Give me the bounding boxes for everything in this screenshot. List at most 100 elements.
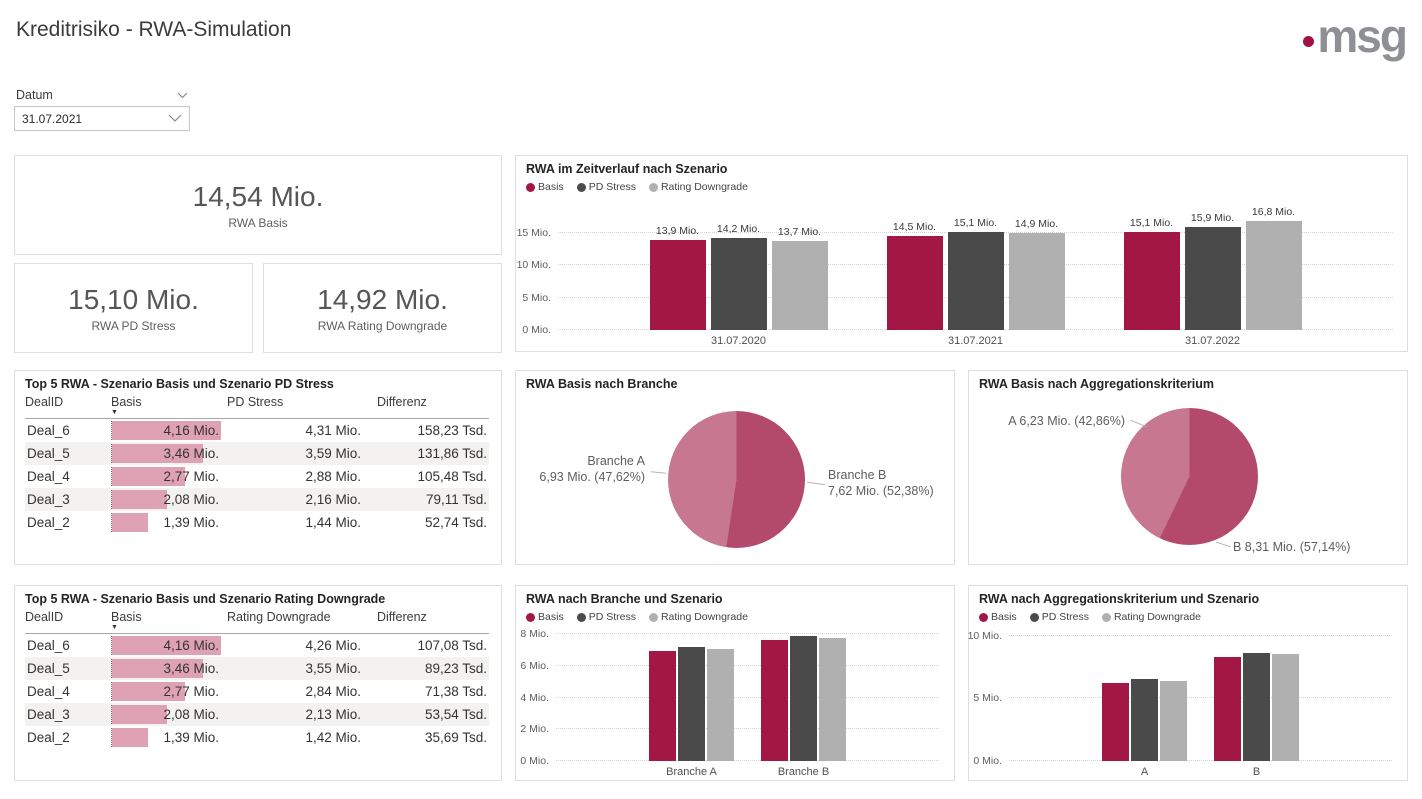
datum-dropdown-value: 31.07.2021	[22, 111, 83, 126]
cell-basis: 1,39 Mio.	[111, 511, 227, 534]
cell-scenario-value: 3,59 Mio.	[305, 446, 361, 461]
cell-differenz-value: 35,69 Tsd.	[424, 730, 487, 745]
table-row[interactable]: Deal_2 1,39 Mio. 1,44 Mio. 52,74 Tsd.	[25, 511, 489, 534]
page-title: Kreditrisiko - RWA-Simulation	[16, 18, 292, 41]
bar-group-branche-a: Branche A	[649, 628, 734, 778]
cell-differenz-value: 107,08 Tsd.	[417, 638, 487, 653]
cell-dealid: Deal_3	[27, 707, 70, 722]
bar-groups: 13,9 Mio. 14,2 Mio. 13,7 Mio. 31.07.2020 14,…	[558, 206, 1393, 347]
kpi-card-rwa-basis: 14,54 Mio. RWA Basis	[14, 155, 502, 255]
legend-label: PD Stress	[588, 181, 636, 193]
cell-basis: 2,08 Mio.	[111, 703, 227, 726]
bar-pd-stress[interactable]	[1243, 653, 1270, 761]
column-header-differenz[interactable]: Differenz	[377, 610, 427, 624]
bar-pd-stress[interactable]	[678, 647, 705, 761]
gridline	[1009, 697, 1392, 699]
databar	[112, 728, 149, 747]
bar-basis[interactable]: 14,5 Mio.	[886, 221, 943, 330]
cell-basis-value: 2,77 Mio.	[163, 684, 219, 699]
cell-differenz-value: 105,48 Tsd.	[417, 469, 487, 484]
column-header-dealid[interactable]: DealID	[25, 395, 64, 409]
bar-rating-downgrade[interactable]	[1160, 680, 1187, 761]
bar-basis[interactable]	[761, 640, 788, 761]
column-header-rating-downgrade[interactable]: Rating Downgrade	[227, 610, 331, 624]
legend-item-pd-stress[interactable]: PD Stress	[1029, 611, 1089, 623]
cell-dealid: Deal_3	[27, 492, 70, 507]
gridline	[1009, 634, 1392, 636]
sort-descending-icon: ▼	[111, 409, 118, 416]
kpi-label: RWA PD Stress	[91, 318, 176, 333]
cell-basis: 2,08 Mio.	[111, 488, 227, 511]
legend-dot-icon	[576, 182, 586, 192]
bar-basis[interactable]	[649, 651, 676, 761]
table-row[interactable]: Deal_6 4,16 Mio. 4,31 Mio. 158,23 Tsd.	[25, 419, 489, 442]
legend-item-rating-downgrade[interactable]: Rating Downgrade	[648, 611, 748, 623]
bar-rating-downgrade[interactable]	[819, 637, 846, 761]
pie-chart-branche[interactable]	[668, 411, 805, 548]
bar-basis[interactable]	[1102, 682, 1129, 761]
panel-rwa-branche-szenario: RWA nach Branche und Szenario Basis PD St…	[515, 585, 955, 781]
table-title: Top 5 RWA - Szenario Basis und Szenario …	[25, 592, 386, 606]
column-header-differenz[interactable]: Differenz	[377, 395, 427, 409]
cell-basis: 3,46 Mio.	[111, 442, 227, 465]
bar-chart-zeitverlauf: 0 Mio. 5 Mio. 10 Mio. 15 Mio. 13,9 Mio. 14,2 …	[517, 206, 1393, 347]
table-row[interactable]: Deal_5 3,46 Mio. 3,55 Mio. 89,23 Tsd.	[25, 657, 489, 680]
cell-dealid: Deal_5	[27, 446, 70, 461]
leader-line	[650, 471, 667, 474]
legend-item-rating-downgrade[interactable]: Rating Downgrade	[1101, 611, 1201, 623]
legend-item-rating-downgrade[interactable]: Rating Downgrade	[648, 181, 748, 193]
bar-pd-stress[interactable]: 15,1 Mio.	[947, 217, 1004, 330]
table-row[interactable]: Deal_5 3,46 Mio. 3,59 Mio. 131,86 Tsd.	[25, 442, 489, 465]
cell-dealid: Deal_2	[27, 515, 70, 530]
bar-group-31.07.2021: 14,5 Mio. 15,1 Mio. 14,9 Mio. 31.07.2021	[886, 213, 1065, 347]
legend-dot-icon	[979, 612, 988, 622]
bar-basis[interactable]	[1214, 656, 1241, 761]
y-axis-tick-label: 5 Mio.	[973, 692, 1002, 705]
cell-dealid: Deal_6	[27, 638, 70, 653]
chevron-down-icon[interactable]	[177, 92, 188, 99]
bar-value-label: 13,9 Mio.	[655, 224, 700, 237]
datum-dropdown[interactable]: 31.07.2021	[14, 106, 190, 131]
x-axis-category-label: 31.07.2022	[1184, 335, 1241, 347]
bar-rating-downgrade[interactable]: 14,9 Mio.	[1008, 218, 1065, 330]
panel-rwa-basis-aggregation: RWA Basis nach Aggregationskriterium A 6…	[968, 370, 1408, 565]
bar-pd-stress[interactable]	[790, 635, 817, 761]
legend-label: Rating Downgrade	[660, 181, 748, 193]
table-row[interactable]: Deal_4 2,77 Mio. 2,88 Mio. 105,48 Tsd.	[25, 465, 489, 488]
legend-item-basis[interactable]: Basis	[526, 611, 564, 623]
pie-chart-aggregation[interactable]	[1121, 408, 1258, 545]
databar	[112, 682, 185, 701]
legend-item-pd-stress[interactable]: PD Stress	[576, 181, 636, 193]
cell-scenario-value: 2,13 Mio.	[305, 707, 361, 722]
bar-pd-stress[interactable]: 14,2 Mio.	[710, 223, 767, 330]
pie-label-branche-a: Branche A 6,93 Mio. (47,62%)	[539, 454, 645, 484]
kpi-card-rwa-pd-stress: 15,10 Mio. RWA PD Stress	[14, 263, 253, 353]
databar-track	[111, 728, 221, 747]
column-header-basis[interactable]: Basis ▼	[111, 610, 227, 631]
legend-dot-icon	[526, 612, 535, 622]
table-row[interactable]: Deal_6 4,16 Mio. 4,26 Mio. 107,08 Tsd.	[25, 634, 489, 657]
panel-rwa-aggregation-szenario: RWA nach Aggregationskriterium und Szena…	[968, 585, 1408, 781]
bar-pd-stress[interactable]	[1131, 679, 1158, 761]
table-row[interactable]: Deal_3 2,08 Mio. 2,16 Mio. 79,11 Tsd.	[25, 488, 489, 511]
legend-item-basis[interactable]: Basis	[526, 181, 564, 193]
panel-rwa-basis-branche: RWA Basis nach Branche Branche A 6,93 Mi…	[515, 370, 955, 565]
bar-basis[interactable]: 13,9 Mio.	[649, 225, 706, 330]
legend-label: PD Stress	[1041, 611, 1089, 623]
legend-item-basis[interactable]: Basis	[979, 611, 1017, 623]
table-row[interactable]: Deal_4 2,77 Mio. 2,84 Mio. 71,38 Tsd.	[25, 680, 489, 703]
column-header-basis[interactable]: Basis ▼	[111, 395, 227, 416]
bar-rating-downgrade[interactable]: 16,8 Mio.	[1245, 206, 1302, 330]
column-header-dealid[interactable]: DealID	[25, 610, 64, 624]
column-header-pd-stress[interactable]: PD Stress	[227, 395, 284, 409]
bar-basis[interactable]: 15,1 Mio.	[1123, 217, 1180, 330]
databar-track	[111, 467, 221, 486]
table-row[interactable]: Deal_3 2,08 Mio. 2,13 Mio. 53,54 Tsd.	[25, 703, 489, 726]
legend-label: Basis	[538, 611, 564, 623]
table-row[interactable]: Deal_2 1,39 Mio. 1,42 Mio. 35,69 Tsd.	[25, 726, 489, 749]
legend-item-pd-stress[interactable]: PD Stress	[576, 611, 636, 623]
bar-rating-downgrade[interactable]	[1272, 654, 1299, 761]
bar-rating-downgrade[interactable]: 13,7 Mio.	[771, 226, 828, 330]
bar-pd-stress[interactable]: 15,9 Mio.	[1184, 212, 1241, 330]
bar-rating-downgrade[interactable]	[707, 648, 734, 761]
